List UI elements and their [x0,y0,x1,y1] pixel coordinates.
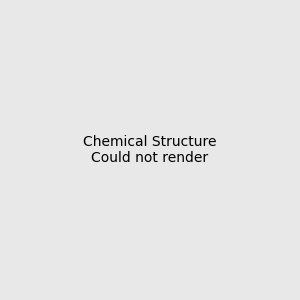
Text: Chemical Structure
Could not render: Chemical Structure Could not render [83,135,217,165]
